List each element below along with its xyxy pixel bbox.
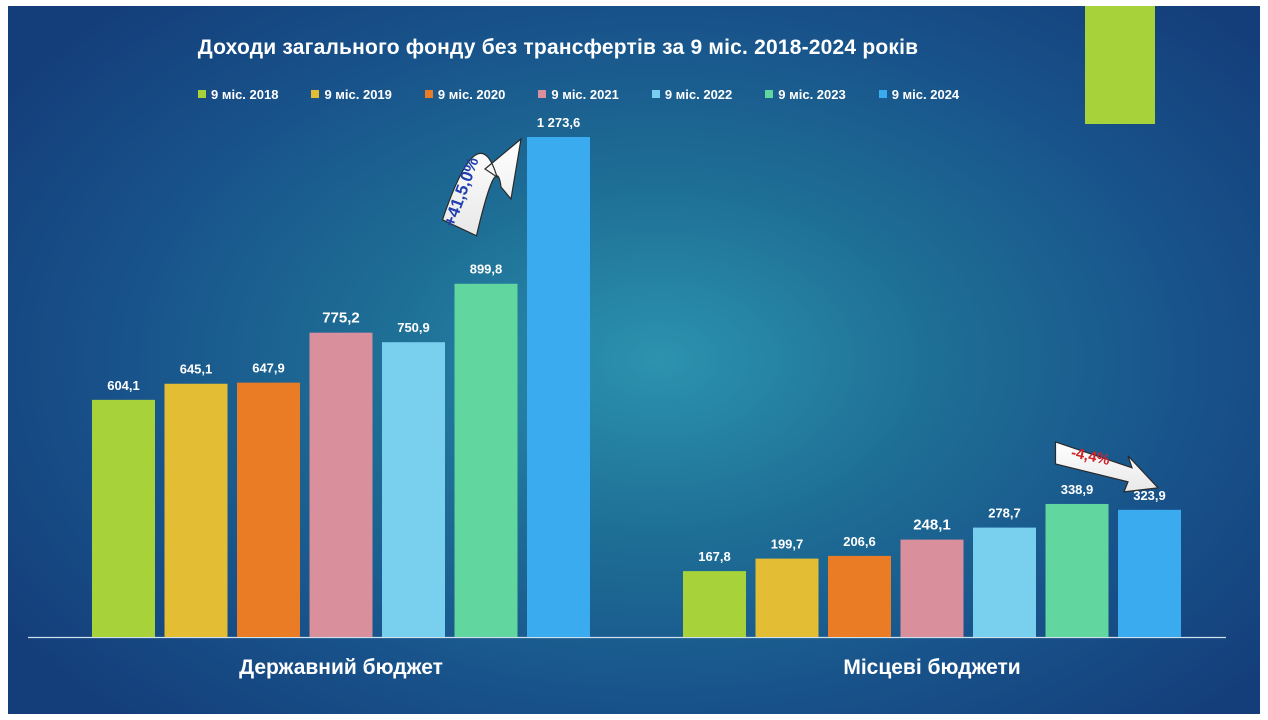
bar (309, 332, 373, 637)
bar-value-label: 199,7 (771, 537, 804, 552)
accent-block (1085, 6, 1155, 124)
bar-value-label: 323,9 (1133, 488, 1166, 503)
legend-item: 9 міс. 2023 (765, 84, 846, 104)
legend-swatch (424, 90, 433, 98)
bar-value-label: 647,9 (252, 361, 285, 376)
bar-value-label: 1 273,6 (537, 115, 580, 130)
bar (683, 571, 746, 637)
bar (237, 382, 300, 637)
legend-label: 9 міс. 2024 (891, 86, 960, 102)
category-label: Державний бюджет (239, 656, 443, 679)
bar (92, 399, 155, 637)
bar-value-label: 750,9 (397, 320, 430, 335)
bar-value-label: 167,8 (698, 549, 731, 564)
legend-swatch (311, 90, 320, 98)
bar (1045, 503, 1109, 637)
bar-value-label: 604,1 (107, 378, 140, 393)
bar (454, 283, 518, 637)
legend-label: 9 міс. 2022 (664, 86, 733, 102)
legend-item: 9 міс. 2024 (878, 84, 960, 104)
bar-value-label: 278,7 (988, 506, 1021, 521)
slide-background: Доходи загального фонду без трансфертів … (8, 6, 1260, 714)
bar (382, 342, 445, 637)
bar (164, 383, 228, 637)
bar-value-label: 206,6 (843, 534, 876, 549)
bar-value-label: 645,1 (180, 362, 213, 377)
bar (828, 555, 891, 637)
bar-value-label: 338,9 (1061, 482, 1094, 497)
legend-swatch (878, 90, 887, 98)
category-label: Місцеві бюджети (843, 656, 1020, 679)
legend-item: 9 міс. 2021 (538, 84, 619, 104)
decline-arrow (1054, 441, 1160, 493)
chart-legend: 9 міс. 2018 9 міс. 2019 9 міс. 2020 9 міс. … (198, 84, 992, 104)
growth-arrow (441, 137, 522, 237)
legend-label: 9 міс. 2019 (324, 86, 392, 102)
legend-item: 9 міс. 2022 (651, 84, 733, 104)
legend-label: 9 міс. 2018 (211, 86, 279, 102)
bar-value-label: 899,8 (470, 262, 503, 277)
legend-swatch (765, 90, 774, 98)
legend-swatch (538, 90, 547, 98)
bar (1118, 509, 1181, 637)
legend-item: 9 міс. 2018 (198, 84, 278, 104)
legend-label: 9 міс. 2021 (551, 86, 619, 102)
legend-label: 9 міс. 2020 (437, 86, 506, 102)
legend-swatch (651, 90, 660, 98)
bar (755, 558, 819, 637)
bar (527, 137, 590, 637)
bar (900, 539, 964, 637)
legend-swatch (198, 90, 206, 98)
legend-item: 9 міс. 2019 (311, 84, 392, 104)
chart-title: Доходи загального фонду без трансфертів … (197, 36, 919, 59)
bar-value-label: 775,2 (322, 310, 360, 327)
legend-label: 9 міс. 2023 (778, 86, 846, 102)
bar-chart: 604,1 645,1 647,9 775,2 750,9 899,8 1 273,6 Дер… (28, 115, 1226, 679)
bar (973, 527, 1036, 637)
legend-item: 9 міс. 2020 (424, 84, 506, 104)
bar-value-label: 248,1 (913, 517, 951, 534)
